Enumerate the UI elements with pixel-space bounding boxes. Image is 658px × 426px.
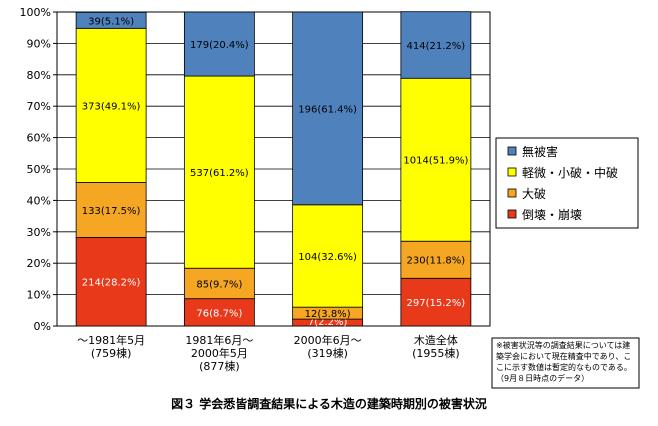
data-label: 104(32.6%)	[298, 252, 357, 263]
y-tick-label: 20%	[27, 257, 51, 270]
data-label: 179(20.4%)	[190, 40, 249, 51]
bar-segment	[183, 75, 255, 269]
data-label: 133(17.5%)	[82, 206, 141, 217]
bars: 214(28.2%) 133(17.5%) 373(49.1%) 39(5.1%) 76…	[75, 11, 472, 328]
bar-segment	[75, 182, 147, 238]
note: ※被害状況等の調査結果については建築学会において現在精査中であり、ここに示す数値…	[491, 337, 640, 389]
bar-segment	[75, 11, 147, 29]
data-label: 12(3.8%)	[305, 309, 351, 320]
y-tick-label: 60%	[27, 132, 51, 145]
bar-segment	[183, 267, 255, 300]
y-tick-label: 0%	[34, 320, 51, 333]
data-label: 196(61.4%)	[298, 104, 357, 115]
data-label: 373(49.1%)	[82, 101, 141, 112]
bar-segment	[75, 27, 147, 183]
x-tick-label: (877棟)	[199, 359, 240, 373]
note-line: 築学会において現在精査中であり、こ	[496, 351, 631, 361]
data-label: 414(21.2%)	[407, 41, 466, 52]
bar-segment	[292, 204, 364, 308]
legend-entry: 大破	[522, 186, 546, 201]
bar-segment	[400, 11, 472, 79]
y-tick-label: 70%	[27, 100, 51, 113]
data-label: 7(2.2%)	[308, 317, 348, 328]
bar-segment	[183, 298, 255, 327]
bar-segment	[183, 11, 255, 77]
x-tick-label: 1981年6月～	[185, 333, 253, 347]
chart-title: 図３ 学会悉皆調査結果による木造の建築時期別の被害状況	[171, 397, 487, 411]
data-label: 537(61.2%)	[190, 168, 249, 179]
data-label: 297(15.2%)	[407, 298, 466, 309]
legend-swatch	[507, 167, 517, 177]
legend-entry: 倒壊・崩壊	[522, 208, 582, 222]
y-tick-label: 50%	[27, 163, 51, 176]
x-tick-label: ～1981年5月	[77, 333, 145, 347]
legend-entry: 無被害	[522, 144, 558, 159]
x-tick-label: 2000年6月～	[294, 333, 362, 347]
data-label: 85(9.7%)	[196, 279, 242, 290]
data-label: 39(5.1%)	[88, 16, 134, 27]
legend-swatch	[507, 209, 517, 219]
data-label: 214(28.2%)	[82, 278, 141, 289]
note-line: （9月８日時点のデータ）	[496, 373, 589, 383]
bar-segment	[400, 277, 472, 327]
legend-entry: 軽微・小破・中破	[522, 165, 618, 180]
legend-swatch	[507, 146, 517, 156]
category-labels: ～1981年5月(759棟) 1981年6月～2000年5月(877棟) 2000年…	[77, 333, 460, 373]
bar-segment	[292, 11, 364, 206]
bar-segment	[75, 237, 147, 327]
note-line: こに示す数値は暫定的なものである。	[496, 362, 632, 372]
data-label: 230(11.8%)	[407, 256, 466, 267]
data-label: 76(8.7%)	[196, 308, 242, 319]
y-tick-label: 100%	[20, 6, 51, 19]
x-tick-label: (759棟)	[91, 346, 132, 360]
y-tick-label: 80%	[27, 69, 51, 82]
y-tick-label: 90%	[27, 37, 51, 50]
legend-box	[495, 137, 639, 229]
y-tick-label: 30%	[27, 226, 51, 239]
x-tick-label: 2000年5月	[191, 346, 248, 360]
x-tick-label: (319棟)	[307, 346, 348, 360]
legend-swatch	[507, 188, 517, 198]
bar-segment	[400, 77, 472, 242]
y-tick-label: 10%	[27, 289, 51, 302]
note-line: ※被害状況等の調査結果については建	[496, 340, 630, 350]
x-tick-label: (1955棟)	[412, 346, 460, 360]
y-tick-label: 40%	[27, 194, 51, 207]
x-tick-label: 木造全体	[414, 333, 458, 347]
data-label: 1014(51.9%)	[403, 156, 468, 167]
note-box	[491, 337, 640, 389]
